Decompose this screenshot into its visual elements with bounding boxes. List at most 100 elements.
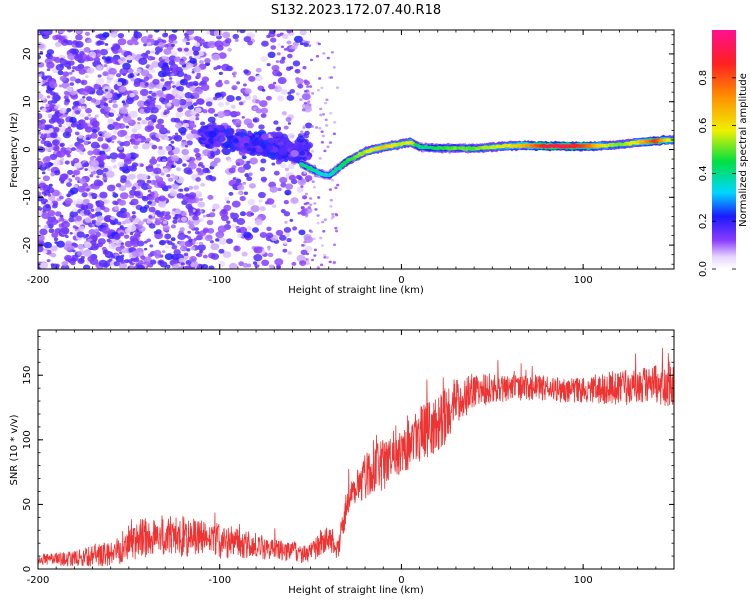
heatmap-noise-blob [136,264,146,269]
heatmap-noise-blob [281,111,287,116]
heatmap-noise-blob [297,83,304,89]
heatmap-noise-blob [252,261,258,265]
heatmap-noise-blob [233,138,239,144]
heatmap-tail-blob [305,213,309,217]
heatmap-noise-blob [104,92,113,99]
heatmap-noise-blob [266,151,276,159]
heatmap-noise-blob [290,150,299,157]
heatmap-noise-blob [133,145,139,150]
heatmap-noise-blob [64,254,72,262]
heatmap-noise-blob [48,137,54,143]
heatmap-tail-blob [324,101,328,105]
heatmap-noise-blob [63,95,69,100]
x-tick-label: -100 [208,275,231,286]
heatmap-noise-blob [226,220,231,224]
heatmap-noise-blob [194,227,199,231]
heatmap-noise-blob [232,33,240,40]
heatmap-tail-blob [317,196,321,199]
heatmap-noise-blob [48,228,55,234]
heatmap-noise-blob [105,170,115,178]
heatmap-noise-blob [299,30,307,36]
heatmap-noise-blob [140,69,150,77]
heatmap-noise-blob [186,133,195,140]
heatmap-noise-blob [162,32,169,38]
heatmap-tail-blob [301,244,305,247]
heatmap-noise-blob [208,130,217,138]
heatmap-noise-blob [266,63,271,67]
heatmap-noise-blob [196,252,203,258]
heatmap-noise-blob [195,117,200,121]
heatmap-noise-blob [174,213,179,217]
heatmap-noise-blob [80,122,88,129]
heatmap-noise-blob [183,47,189,52]
heatmap-noise-blob [199,249,203,254]
heatmap-noise-blob [123,158,132,165]
heatmap-noise-blob [171,245,178,250]
heatmap-noise-blob [170,224,177,229]
heatmap-noise-blob [188,115,196,122]
heatmap-noise-blob [174,56,181,62]
heatmap-tail-blob [322,52,326,55]
heatmap-noise-blob [235,225,240,230]
heatmap-noise-blob [294,68,301,74]
heatmap-noise-blob [141,195,149,202]
heatmap-noise-blob [173,216,178,220]
heatmap-noise-blob [136,240,145,247]
heatmap-noise-blob [211,120,215,124]
heatmap-noise-blob [295,174,302,180]
heatmap-noise-blob [60,157,65,161]
heatmap-noise-blob [304,175,313,182]
heatmap-noise-blob [61,221,70,229]
heatmap-noise-blob [47,168,51,171]
heatmap-noise-blob [255,99,261,104]
heatmap-noise-blob [185,62,194,69]
heatmap-noise-blob [47,100,53,105]
heatmap-noise-blob [231,85,238,91]
heatmap-noise-blob [184,234,189,238]
heatmap-noise-blob [87,113,92,117]
heatmap-noise-blob [299,42,304,46]
heatmap-noise-blob [77,134,84,139]
heatmap-noise-blob [144,82,149,86]
heatmap-noise-blob [99,191,108,199]
heatmap-noise-blob [287,91,292,95]
heatmap-noise-blob [210,151,214,155]
heatmap-noise-blob [93,117,97,121]
heatmap-noise-blob [57,70,64,76]
heatmap-noise-blob [283,226,292,233]
heatmap-noise-blob [237,166,246,173]
heatmap-tail-blob [334,226,338,230]
heatmap-noise-blob [184,144,189,148]
heatmap-tail-blob [310,258,315,262]
heatmap-noise-blob [38,191,42,197]
heatmap-noise-blob [241,155,247,160]
heatmap-noise-blob [243,163,251,170]
colorbar-label: Normalized spectral amplitude [738,73,749,227]
heatmap-noise-blob [190,262,196,268]
heatmap-noise-blob [252,118,258,123]
heatmap-noise-blob [162,250,166,254]
heatmap-noise-blob [130,141,136,145]
heatmap-noise-blob [115,117,121,122]
heatmap-noise-blob [53,237,59,242]
heatmap-noise-blob [226,95,235,102]
heatmap-tail-blob [319,113,323,117]
heatmap-noise-blob [118,262,128,269]
heatmap-noise-blob [108,100,113,104]
heatmap-noise-blob [195,167,202,173]
heatmap-noise-blob [161,55,167,60]
heatmap-noise-blob [131,186,137,191]
heatmap-tail-blob [301,132,305,136]
heatmap-noise-blob [222,251,232,258]
heatmap-noise-blob [236,228,242,233]
heatmap-noise-blob [102,167,109,173]
heatmap-noise-blob [248,172,253,176]
heatmap-noise-blob [250,205,260,213]
heatmap-tail-blob [313,202,317,205]
heatmap-noise-blob [54,241,58,244]
heatmap-noise-blob [69,82,75,86]
heatmap-noise-blob [163,48,172,55]
heatmap-noise-blob [111,140,115,144]
heatmap-noise-blob [93,57,101,63]
heatmap-noise-blob [120,254,125,258]
